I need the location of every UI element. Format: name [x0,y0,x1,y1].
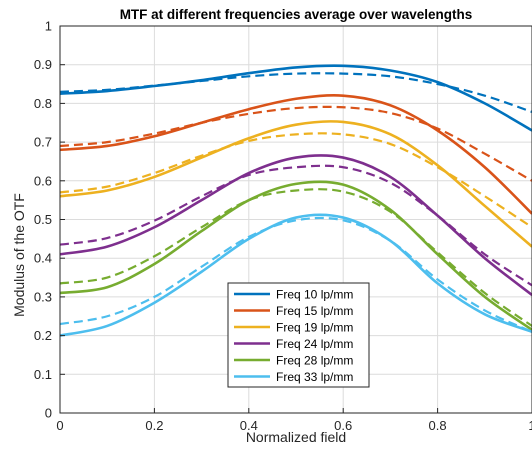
legend-label: Freq 15 lp/mm [276,304,353,318]
legend-label: Freq 28 lp/mm [276,354,353,368]
y-tick-label: 0.3 [34,289,52,304]
series-lines [59,64,532,337]
ticks: 0 0.2 0.4 0.6 0.8 1 0 0.1 0.2 0.3 0.4 0.5 0.6 0.7 0.8 0… [34,19,532,433]
legend-label: Freq 33 lp/mm [276,370,353,384]
x-tick-label: 0.8 [429,418,447,433]
chart-title: MTF at different frequencies average ove… [120,7,473,22]
legend-label: Freq 19 lp/mm [276,321,353,335]
legend: Freq 10 lp/mm Freq 15 lp/mm Freq 19 lp/mm F… [227,282,370,388]
y-tick-label: 0.4 [34,251,52,266]
x-tick-label: 0.4 [240,418,258,433]
x-tick-label: 0.2 [145,418,163,433]
x-tick-label: 1 [528,418,532,433]
series-6-dashed-line [59,216,532,333]
y-tick-label: 0.9 [34,57,52,72]
y-tick-label: 0.8 [34,96,52,111]
series-5-solid-line [59,180,532,331]
legend-label: Freq 10 lp/mm [276,288,353,302]
series-5-dashed-line [59,188,532,327]
y-tick-label: 0.7 [34,135,52,150]
y-tick-label: 1 [45,19,52,34]
series-6-solid-line [59,213,532,337]
y-axis-label: Modulus of the OTF [11,193,27,317]
y-tick-label: 0.6 [34,173,52,188]
legend-box [227,282,370,388]
legend-label: Freq 24 lp/mm [276,337,353,351]
y-tick-label: 0 [45,406,52,421]
series-4-solid-line [59,154,532,296]
y-tick-label: 0.1 [34,367,52,382]
y-tick-label: 0.2 [34,328,52,343]
series-1-solid-line [59,64,532,132]
series-2-solid-line [59,94,532,215]
y-tick-label: 0.5 [34,212,52,227]
x-tick-label: 0.6 [334,418,352,433]
x-tick-label: 0 [56,418,63,433]
x-axis-label: Normalized field [246,429,346,445]
series-3-solid-line [59,120,532,248]
series-2-dashed-line [59,105,532,182]
